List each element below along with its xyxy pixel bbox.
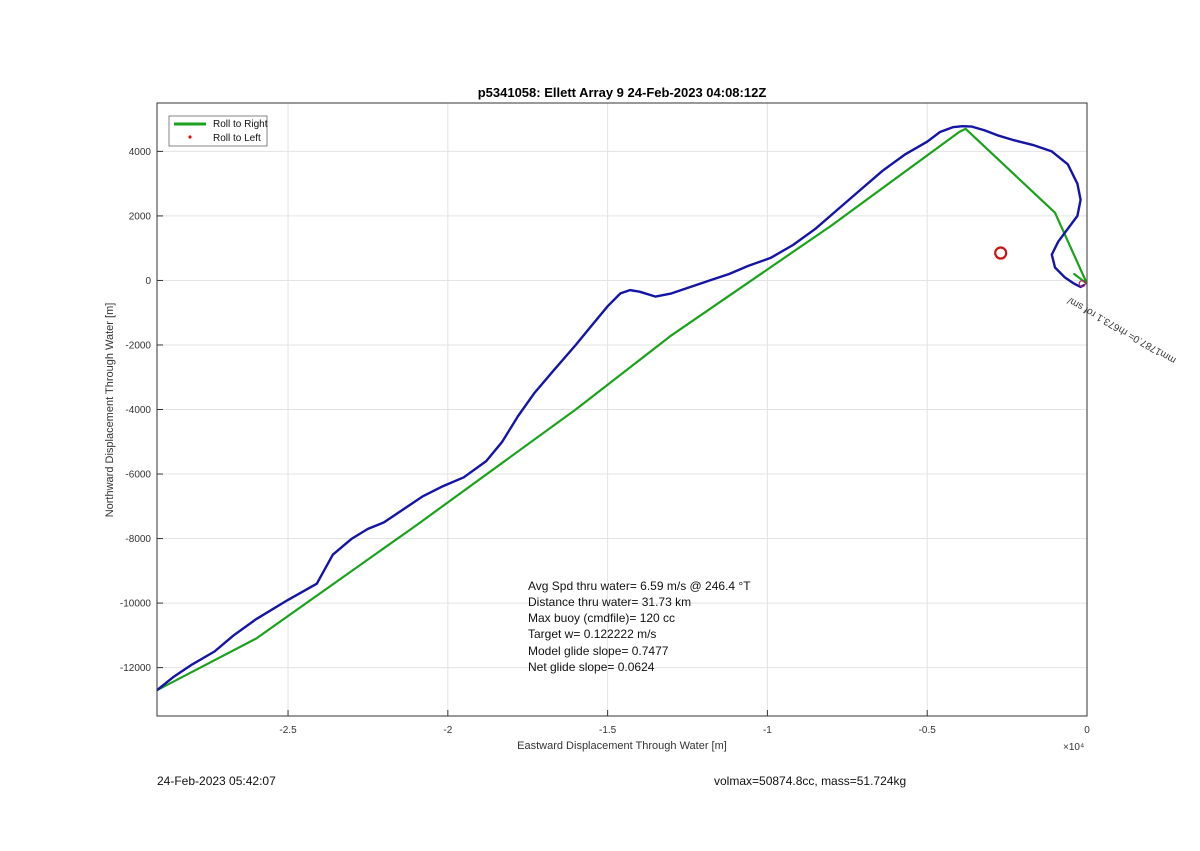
- y-tick-label: -10000: [120, 599, 152, 610]
- markers-group: [994, 246, 1086, 288]
- stat-target-w: Target w= 0.122222 m/s: [528, 627, 656, 641]
- chart-title: p5341058: Ellett Array 9 24-Feb-2023 04:…: [478, 85, 767, 100]
- x-axis-ticks: -2.5 -2 -1.5 -1 -0.5 0: [279, 710, 1090, 736]
- footer-volmax-mass: volmax=50874.8cc, mass=51.724kg: [714, 774, 906, 788]
- legend-label-roll-right: Roll to Right: [213, 119, 268, 130]
- x-tick-label: 0: [1084, 725, 1090, 736]
- end-marker: [1078, 280, 1086, 288]
- x-tick-label: -2.5: [279, 725, 297, 736]
- stat-model-glide: Model glide slope= 0.7477: [528, 644, 669, 658]
- series-line-1: [157, 124, 1086, 692]
- y-tick-label: -4000: [125, 405, 151, 416]
- x-axis-multiplier: ×10⁴: [1063, 742, 1084, 753]
- y-tick-label: -2000: [125, 340, 151, 351]
- stats-block: Avg Spd thru water= 6.59 m/s @ 246.4 °T …: [528, 579, 751, 674]
- legend-swatch-roll-left: [188, 135, 192, 139]
- stat-max-buoy: Max buoy (cmdfile)= 120 cc: [528, 611, 675, 625]
- series-group: [157, 124, 1087, 692]
- legend-box: [168, 115, 268, 147]
- y-axis-ticks: -12000 -10000 -8000 -6000 -4000 -2000 0 2000 400…: [120, 147, 163, 674]
- footer-timestamp: 24-Feb-2023 05:42:07: [157, 774, 276, 788]
- stat-net-glide: Net glide slope= 0.0624: [528, 660, 655, 674]
- position-marker: [994, 246, 1008, 260]
- plot-frame: [156, 102, 1088, 717]
- legend-label-roll-left: Roll to Left: [213, 133, 261, 144]
- y-tick-label: 0: [145, 276, 151, 287]
- y-axis-label: Northward Displacement Through Water [m]: [104, 303, 116, 518]
- x-tick-label: -1: [763, 725, 772, 736]
- y-tick-label: -8000: [125, 534, 151, 545]
- y-tick-label: -6000: [125, 470, 151, 481]
- y-tick-label: 4000: [129, 147, 152, 158]
- x-tick-label: -0.5: [919, 725, 937, 736]
- stat-distance: Distance thru water= 31.73 km: [528, 595, 691, 609]
- y-tick-label: -12000: [120, 663, 152, 674]
- x-axis-label: Eastward Displacement Through Water [m]: [517, 740, 727, 752]
- rotated-annotation: mm1787.0= rh673.1 rof sm/: [1066, 294, 1178, 365]
- series-line-0: [157, 127, 1087, 692]
- y-tick-label: 2000: [129, 211, 152, 222]
- x-tick-label: -2: [443, 725, 452, 736]
- stat-avg-speed: Avg Spd thru water= 6.59 m/s @ 246.4 °T: [528, 579, 751, 593]
- x-tick-label: -1.5: [599, 725, 617, 736]
- legend: Roll to Right Roll to Left: [168, 115, 268, 147]
